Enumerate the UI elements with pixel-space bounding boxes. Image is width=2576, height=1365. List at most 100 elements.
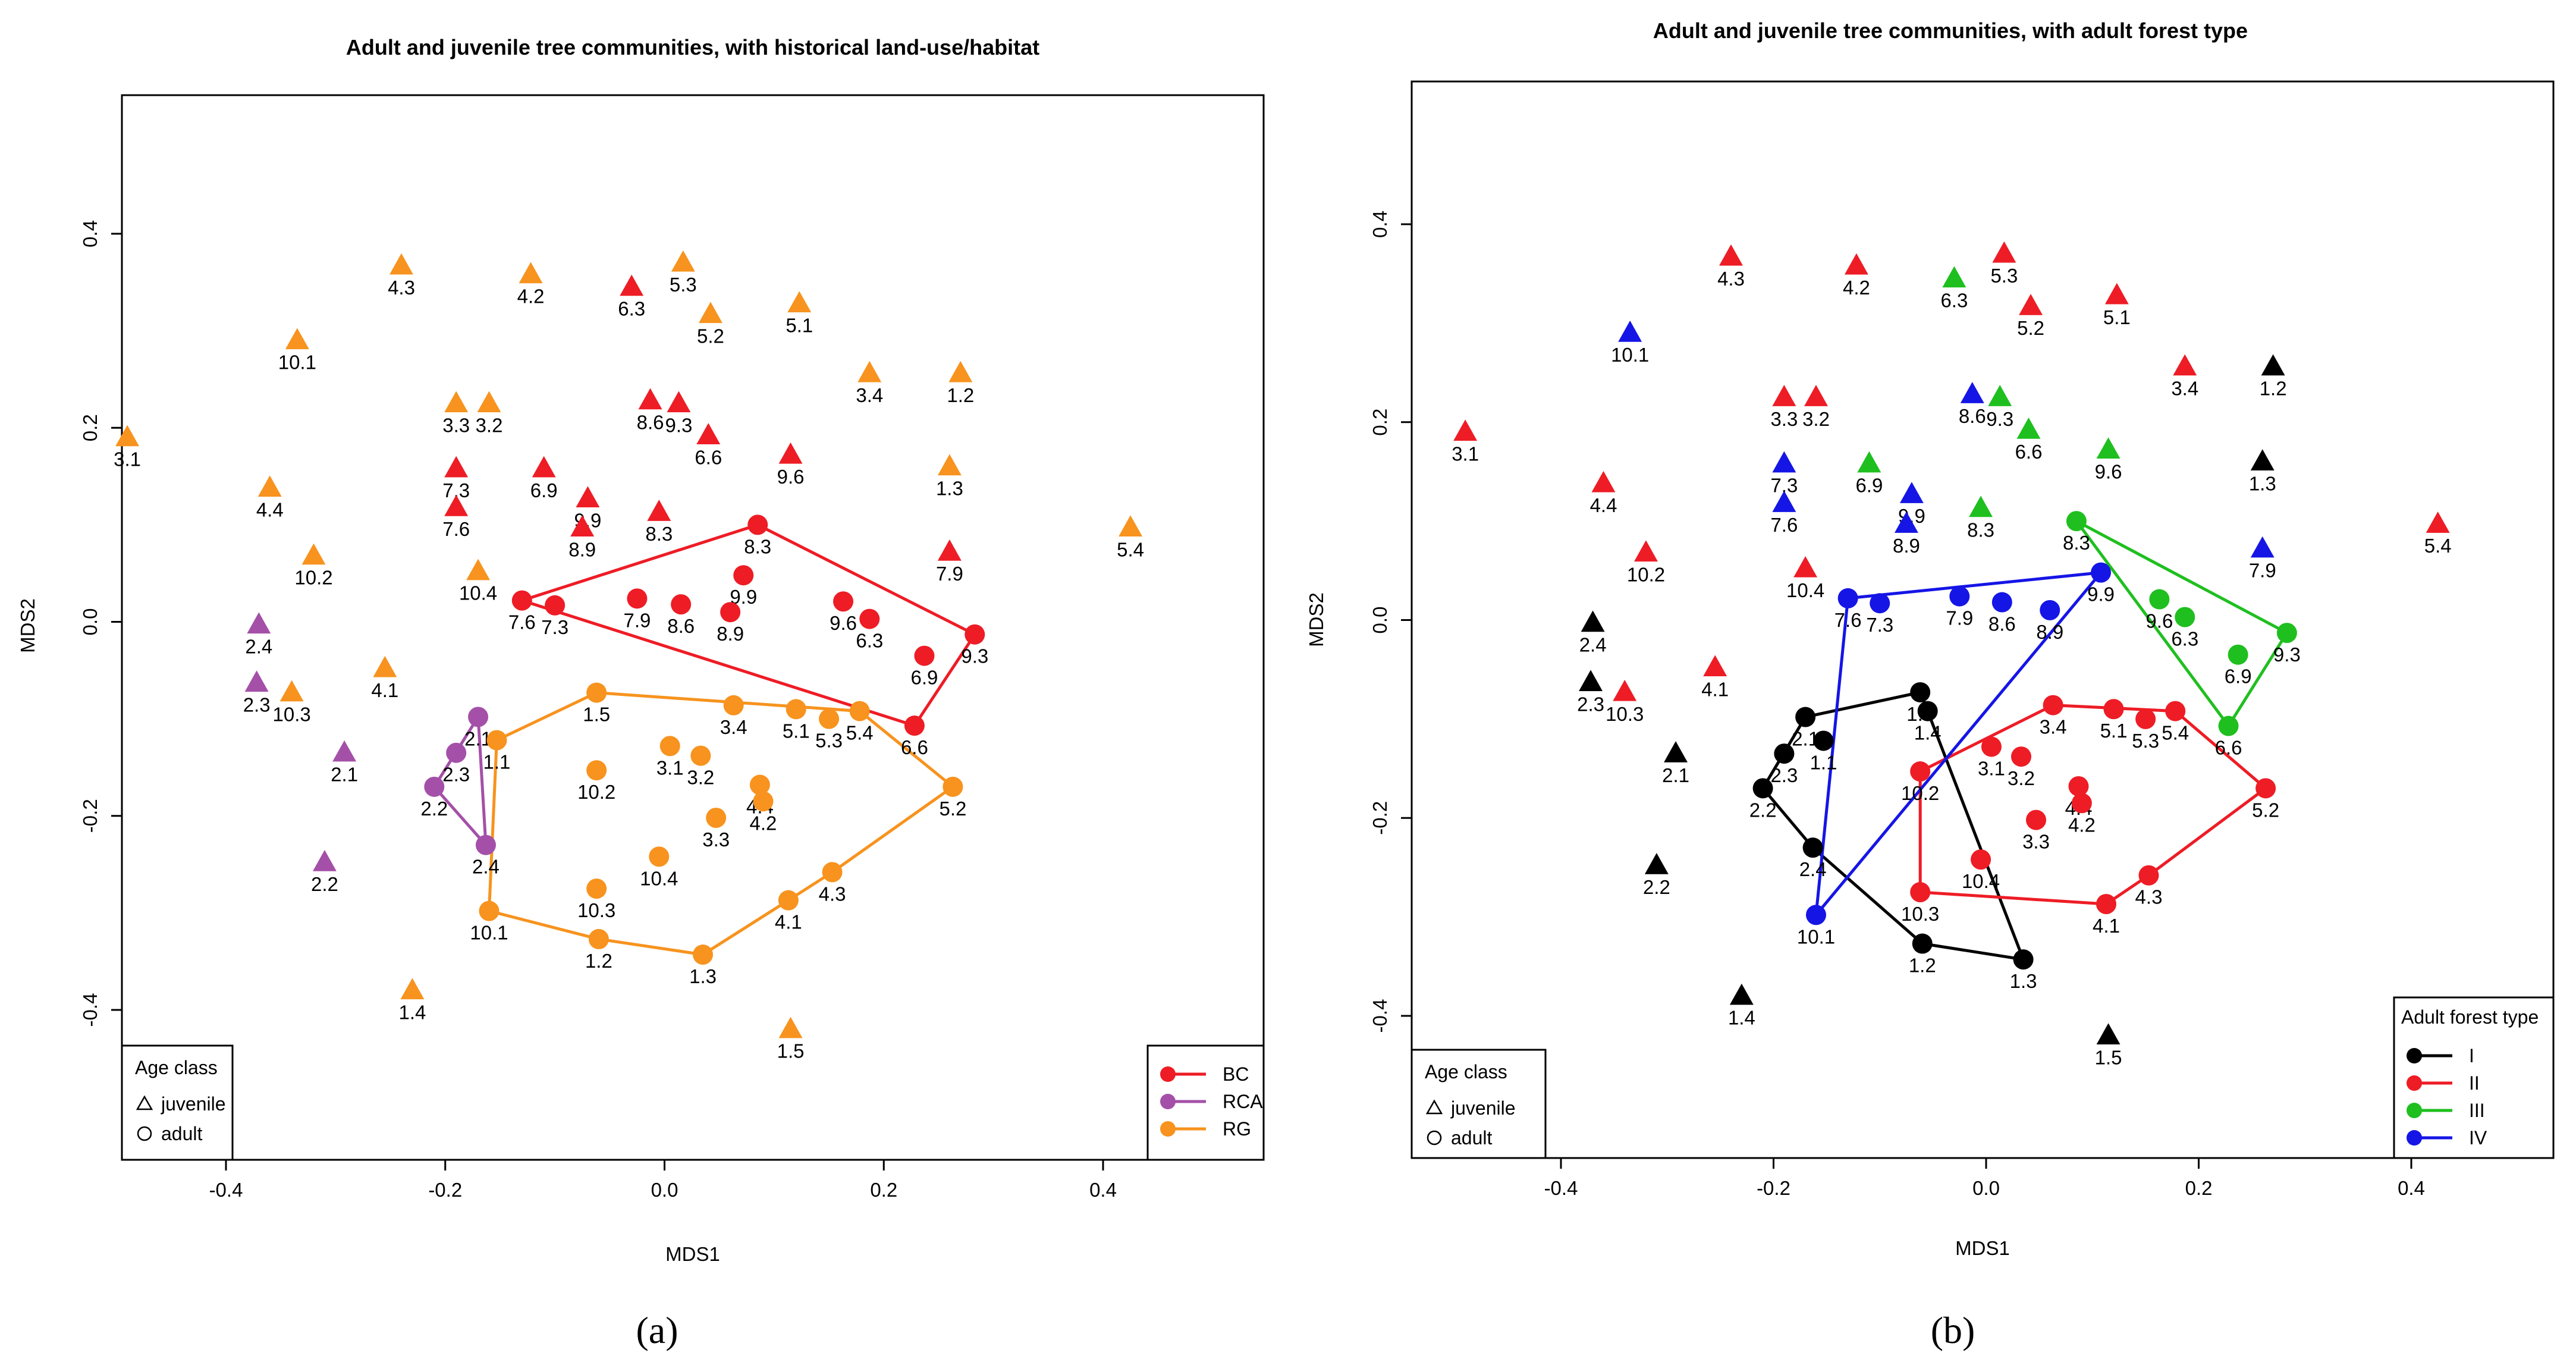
panel-a-juvenile-point-rg <box>787 291 812 313</box>
panel-a-y-tick-label: -0.4 <box>79 993 101 1027</box>
panel-b-point-label: 8.9 <box>1893 535 1920 557</box>
panel-b-point-label: 8.6 <box>1988 613 2016 635</box>
panel-a-juvenile-point-rca <box>247 612 271 634</box>
panel-a-juvenile-point-bc <box>570 515 595 536</box>
panel-b-point-label: 10.1 <box>1611 344 1649 366</box>
panel-b-point-label: 8.3 <box>1967 519 1994 541</box>
panel-b-juvenile-point-ii <box>2173 354 2197 376</box>
panel-b-adult-point-ii <box>2103 699 2124 720</box>
panel-b-point-label: 3.1 <box>1978 757 2005 779</box>
panel-a-adult-point-rca <box>424 776 445 797</box>
panel-a-juvenile-point-rg <box>400 978 425 1000</box>
panel-a-point-label: 9.6 <box>777 466 805 488</box>
panel-a-adult-point-bc <box>720 602 741 623</box>
panel-b-point-label: 7.9 <box>2249 560 2276 582</box>
panel-a-juvenile-point-rg <box>671 250 695 272</box>
panel-a-juvenile-point-rg <box>285 328 309 350</box>
panel-b-juvenile-point-iv <box>1899 482 1924 503</box>
panel-b-point-label: 8.3 <box>2063 532 2090 554</box>
panel-b-point-label: 6.3 <box>1940 290 1968 312</box>
panel-a-adult-point-bc <box>545 595 566 616</box>
panel-b-x-tick-label: 0.2 <box>2185 1177 2213 1199</box>
panel-a-point-label: 5.4 <box>846 722 874 744</box>
panel-a-adult-point-rg <box>786 699 806 720</box>
panel-b-adult-point-i <box>1910 682 1931 702</box>
panel-b-juvenile-point-ii <box>1634 540 1658 562</box>
panel-a-adult-point-rg <box>586 760 607 781</box>
panel-b-adult-point-iv <box>1806 905 1826 925</box>
panel-a-x-tick-label: 0.2 <box>870 1179 897 1201</box>
panel-a-point-label: 10.3 <box>577 899 615 921</box>
panel-a-adult-point-rg <box>659 736 680 757</box>
panel-a-group-legend-label: RG <box>1223 1118 1251 1140</box>
panel-b-adult-point-ii <box>1971 849 1991 870</box>
panel-b-juvenile-point-i <box>1664 741 1688 762</box>
panel-a-point-label: 2.1 <box>331 764 358 786</box>
panel-b-juvenile-point-iv <box>1772 491 1796 512</box>
panel-a-adult-point-bc <box>627 588 648 609</box>
panel-b-juvenile-point-iii <box>1942 266 1966 288</box>
panel-a-adult-point-rca <box>446 742 467 763</box>
panel-a-adult-point-bc <box>914 645 935 666</box>
panel-a-point-label: 7.9 <box>936 563 963 585</box>
panel-a-point-label: 4.2 <box>517 285 545 307</box>
panel-a-point-label: 9.3 <box>665 414 693 436</box>
panel-b-adult-point-i <box>1802 837 1823 858</box>
panel-b-point-label: 6.9 <box>2225 666 2252 688</box>
panel-a-y-axis-label: MDS2 <box>17 598 39 653</box>
panel-b-point-label: 4.2 <box>1843 277 1870 299</box>
panel-b-adult-point-ii <box>2010 746 2031 767</box>
panel-a-point-label: 3.2 <box>476 414 503 436</box>
panel-b-adult-point-iv <box>1837 588 1858 608</box>
panel-b-point-label: 1.3 <box>2010 970 2037 992</box>
panel-b-point-label: 6.6 <box>2215 737 2242 759</box>
panel-a-adult-point-rg <box>486 730 507 751</box>
panel-b-point-label: 3.3 <box>1770 408 1798 430</box>
panel-b-x-tick-label: -0.2 <box>1757 1177 1790 1199</box>
panel-b-adult-point-ii <box>1910 761 1931 782</box>
panel-b-group-legend-label: II <box>2469 1072 2480 1094</box>
panel-b-hull-iv <box>1814 571 2103 917</box>
panel-a-point-label: 8.3 <box>645 523 673 545</box>
panel-b-juvenile-point-i <box>1729 983 1754 1005</box>
panel-b-point-label: 4.1 <box>2093 915 2120 937</box>
panel-b-point-label: 9.3 <box>1986 408 2013 430</box>
panel-b-point-label: 5.4 <box>2424 535 2452 557</box>
panel-b-juvenile-point-iv <box>1960 382 1984 403</box>
panel-b-point-label: 6.3 <box>2171 628 2198 650</box>
panel-a-point-label: 4.3 <box>819 883 846 905</box>
panel-a-point-label: 1.4 <box>399 1001 426 1023</box>
panel-b-point-label: 2.2 <box>1643 876 1670 898</box>
panel-a-juvenile-point-rg <box>477 391 501 413</box>
panel-a-adult-point-rg <box>753 791 774 812</box>
panel-b-juvenile-point-ii <box>1793 556 1818 578</box>
panel-a-point-label: 4.2 <box>750 812 777 834</box>
panel-a-x-tick-label: 0.0 <box>651 1179 678 1201</box>
panel-a-adult-point-bc <box>747 514 768 535</box>
panel-b-y-tick-label: 0.2 <box>1369 409 1391 436</box>
panel-b-point-label: 5.4 <box>2162 722 2189 744</box>
panel-a-x-axis-label: MDS1 <box>665 1243 720 1265</box>
panel-a-adult-point-rg <box>586 878 607 899</box>
panel-b-adult-point-ii <box>2096 893 2116 914</box>
panel-a-legend-dot-bc <box>1160 1066 1176 1082</box>
panel-b-point-label: 4.4 <box>1590 494 1617 516</box>
panel-a-adult-point-rg <box>822 862 843 883</box>
panel-b-adult-point-ii <box>2068 776 2089 797</box>
panel-a-legend-dot-rca <box>1160 1094 1176 1109</box>
panel-b-juvenile-point-i <box>1644 853 1669 874</box>
panel-b-adult-point-i <box>1912 933 1933 954</box>
panel-b-adult-point-iii <box>2276 623 2297 644</box>
panel-a-title: Adult and juvenile tree communities, wit… <box>346 35 1039 59</box>
panel-a-adult-point-rg <box>690 745 711 766</box>
panel-b-juvenile-point-iv <box>2250 536 2275 558</box>
panel-b-hull-ii <box>1918 704 2267 906</box>
panel-b-legend-dot-i <box>2407 1048 2422 1063</box>
panel-b-point-label: 4.3 <box>1717 268 1745 290</box>
panel-a-y-tick-label: 0.0 <box>79 608 101 636</box>
panel-a-juvenile-point-rg <box>373 655 397 677</box>
panel-a-juvenile-point-rg <box>857 360 882 382</box>
panel-b-point-label: 4.1 <box>1701 678 1729 700</box>
panel-b-juvenile-point-iii <box>1857 451 1881 473</box>
